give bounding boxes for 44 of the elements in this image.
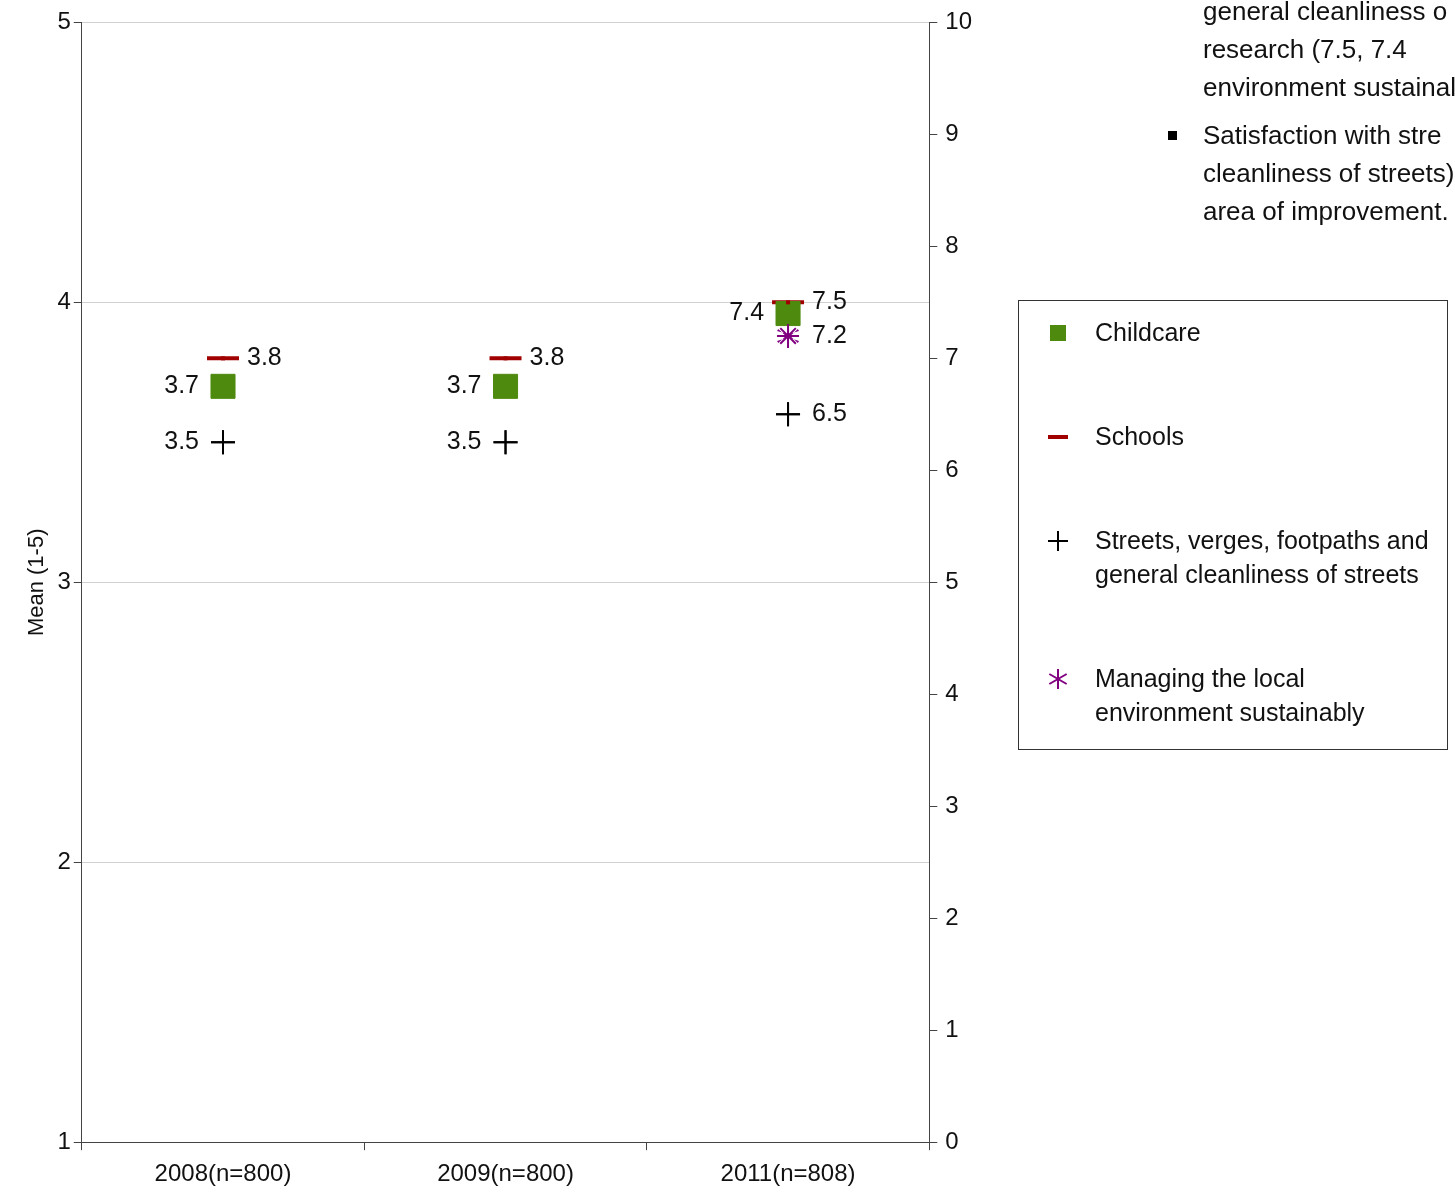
data-label: 3.7 (164, 370, 200, 399)
y-tick-label: 4 (57, 286, 71, 314)
point (210, 373, 236, 399)
point (493, 373, 519, 399)
x-tick-label: 2009(n=800) (437, 1159, 574, 1187)
y2-tick-label: 9 (945, 119, 959, 147)
y2-tick-label: 10 (945, 7, 973, 35)
y2-tick-label: 6 (945, 454, 959, 482)
data-label: 6.5 (812, 398, 847, 427)
text: research (7.5, 7.4 (1203, 34, 1407, 64)
point (221, 356, 226, 361)
text: environment sustainal (1203, 72, 1455, 102)
text: cleanliness of streets) (1203, 158, 1455, 188)
legend-label: Streets, verges, footpaths and general cleanliness of streets (1095, 526, 1429, 588)
text: general cleanliness o (1203, 0, 1448, 26)
y-tick-label: 2 (57, 846, 71, 874)
y2-tick-label: 3 (945, 790, 959, 818)
legend-label: Schools (1095, 422, 1184, 450)
x-tick-label: 2008(n=800) (154, 1159, 292, 1187)
y2-tick-label: 4 (945, 678, 959, 706)
y-axis-title: Mean (1-5) (23, 528, 49, 637)
y-tick-label: 1 (57, 1126, 71, 1154)
y2-tick-label: 7 (945, 342, 959, 370)
data-label: 3.8 (247, 342, 282, 371)
y2-tick-label: 0 (945, 1126, 959, 1154)
data-label: 3.8 (529, 342, 565, 371)
data-label: 7.5 (812, 286, 847, 315)
data-label: 7.2 (812, 319, 847, 348)
data-label: 3.5 (446, 426, 482, 455)
text: area of improvement. (1203, 196, 1449, 226)
x-tick-label: 2011(n=808) (720, 1159, 856, 1187)
y2-tick-label: 2 (945, 902, 959, 930)
point (503, 356, 508, 361)
data-label: 7.4 (729, 297, 765, 326)
data-label: 3.5 (164, 426, 200, 455)
y2-tick-label: 8 (945, 230, 959, 258)
y2-tick-label: 1 (945, 1014, 959, 1042)
y-tick-label: 5 (57, 7, 71, 35)
legend-label: Childcare (1095, 318, 1201, 346)
y2-tick-label: 5 (945, 566, 959, 594)
text: Satisfaction with stre (1203, 120, 1442, 150)
y-tick-label: 3 (57, 566, 71, 594)
data-label: 3.7 (446, 370, 482, 399)
legend-label: Managing the local environment sustainably (1095, 664, 1365, 726)
